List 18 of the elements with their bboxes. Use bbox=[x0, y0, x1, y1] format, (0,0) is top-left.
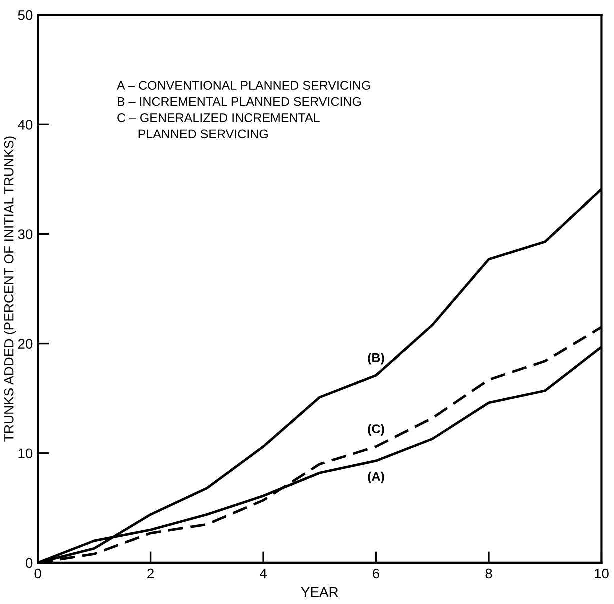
y-tick-label: 0 bbox=[26, 558, 33, 568]
series-label: (B) bbox=[368, 353, 384, 365]
x-tick-label: 6 bbox=[373, 568, 380, 579]
x-axis-title: YEAR bbox=[301, 587, 338, 598]
y-tick-label: 20 bbox=[18, 339, 33, 349]
y-tick-label: 40 bbox=[18, 120, 33, 130]
y-tick-label: 10 bbox=[18, 448, 33, 459]
x-tick-label: 4 bbox=[260, 568, 267, 579]
y-axis-title: TRUNKS ADDED (PERCENT OF INITIAL TRUNKS) bbox=[4, 136, 16, 442]
x-tick-label: 2 bbox=[148, 568, 154, 579]
x-tick-label: 8 bbox=[486, 568, 492, 579]
series-label: (A) bbox=[368, 472, 384, 484]
series-label: (C) bbox=[368, 424, 384, 436]
x-tick-label: 10 bbox=[595, 568, 609, 579]
x-tick-label: 0 bbox=[34, 568, 42, 579]
annotation: A – CONVENTIONAL PLANNED SERVICING B – INCREMENTAL PLANNED SERVICING C – GENERALIZED INCREMENTAL PLANNED SERVICING bbox=[117, 81, 370, 139]
y-tick-label: 50 bbox=[18, 10, 33, 20]
y-tick-label: 30 bbox=[18, 230, 33, 240]
